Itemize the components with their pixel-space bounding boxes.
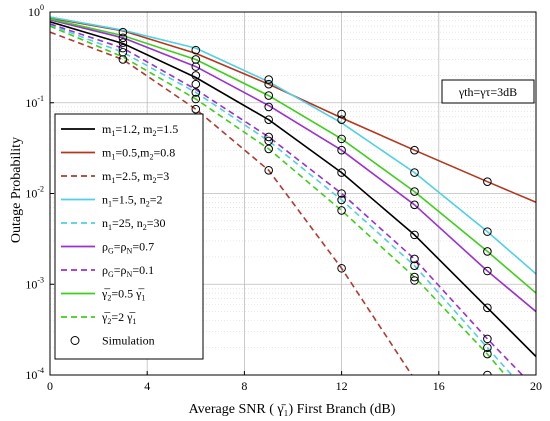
simulation-marker xyxy=(191,62,201,71)
simulation-marker xyxy=(410,272,419,282)
series-line xyxy=(50,16,536,275)
series-line xyxy=(50,25,507,375)
simulation-marker xyxy=(264,91,274,100)
series-layer xyxy=(50,16,536,375)
simulation-marker xyxy=(337,168,346,177)
series-line xyxy=(50,17,536,204)
simulation-marker xyxy=(118,43,128,53)
legend-box xyxy=(54,113,204,360)
simulation-marker xyxy=(337,115,346,125)
annotation-text: γth=γτ=3dB xyxy=(458,85,517,99)
simulation-marker xyxy=(264,79,274,89)
simulation-markers xyxy=(118,27,492,375)
series-line xyxy=(50,31,413,375)
simulation-marker xyxy=(483,334,492,344)
simulation-marker xyxy=(118,33,128,43)
simulation-marker xyxy=(410,276,419,285)
y-tick-label: 100 xyxy=(28,3,44,19)
simulation-marker xyxy=(337,189,346,198)
simulation-marker xyxy=(191,104,201,114)
simulation-marker xyxy=(483,177,492,186)
series-line xyxy=(50,18,536,294)
legend-label: m1=0.5,m2=0.8 xyxy=(102,146,175,162)
simulation-marker xyxy=(483,349,492,359)
y-axis-label: Outage Probability xyxy=(9,137,24,243)
x-tick-label: 12 xyxy=(336,379,348,393)
x-tick-label: 20 xyxy=(530,379,542,393)
series-line xyxy=(50,21,536,358)
legend-label: n1=1.5, n2=2 xyxy=(102,193,163,209)
legend-marker xyxy=(70,336,80,345)
simulation-marker xyxy=(264,115,274,125)
simulation-marker xyxy=(483,370,492,375)
simulation-marker xyxy=(483,266,492,276)
annotation-box: γth=γτ=3dB xyxy=(441,79,535,104)
simulation-marker xyxy=(483,247,492,256)
simulation-marker xyxy=(483,303,492,313)
simulation-marker xyxy=(118,27,128,37)
x-tick-label: 16 xyxy=(433,379,445,393)
x-tick-label: 8 xyxy=(241,379,247,393)
simulation-marker xyxy=(410,187,419,196)
simulation-marker xyxy=(483,343,492,352)
simulation-marker xyxy=(410,168,419,177)
legend: m1=1.2, m2=1.5 m1=0.5,m2=0.8 m1=2.5, m2=3 n… xyxy=(54,113,204,360)
simulation-marker xyxy=(264,75,274,84)
x-tick-label: 4 xyxy=(144,379,150,393)
y-tick-label: 10-4 xyxy=(25,366,44,382)
simulation-marker xyxy=(337,206,346,215)
simulation-marker xyxy=(337,145,346,155)
simulation-marker xyxy=(410,230,419,240)
simulation-marker xyxy=(118,55,128,64)
y-tick-label: 10-3 xyxy=(25,275,44,291)
simulation-marker xyxy=(410,200,419,210)
axis-ticks: 0 4 8 12 16 20 100 10-1 10-2 10-3 10-4 xyxy=(25,3,542,393)
legend-label: n1=25, n2=30 xyxy=(102,216,166,232)
simulation-marker xyxy=(191,94,201,104)
simulation-marker xyxy=(337,134,346,144)
legend-label: m1=1.2, m2=1.5 xyxy=(102,122,178,138)
simulation-marker xyxy=(337,109,346,119)
simulation-marker xyxy=(337,195,346,205)
simulation-marker xyxy=(118,38,128,47)
simulation-marker xyxy=(264,102,274,112)
simulation-marker xyxy=(483,227,492,236)
legend-label: ρG=ρN=0.1 xyxy=(102,263,154,279)
simulation-marker xyxy=(410,254,419,264)
x-axis-label: Average SNR ( γ̄₁) First Branch (dB) xyxy=(189,402,396,417)
x-tick-label: 0 xyxy=(47,379,53,393)
series-line xyxy=(50,19,536,313)
legend-label: γ̅2=2 γ̅1 xyxy=(101,310,136,326)
legend-label: Simulation xyxy=(102,334,155,348)
simulation-marker xyxy=(410,145,419,155)
y-tick-label: 10-1 xyxy=(25,94,44,110)
simulation-marker xyxy=(410,261,419,271)
simulation-marker xyxy=(191,79,201,89)
legend-label: ρG=ρN=0.7 xyxy=(102,240,154,256)
legend-label: γ̅2=0.5 γ̅1 xyxy=(101,287,145,303)
simulation-marker xyxy=(264,132,274,142)
simulation-marker xyxy=(191,45,201,55)
simulation-marker xyxy=(191,88,201,97)
series-line xyxy=(50,23,524,375)
legend-label: m1=2.5, m2=3 xyxy=(102,169,169,185)
simulation-marker xyxy=(337,263,346,273)
y-tick-label: 10-2 xyxy=(25,185,44,201)
simulation-marker xyxy=(264,166,274,175)
series-line xyxy=(50,24,513,375)
simulation-marker xyxy=(264,144,274,154)
simulation-marker xyxy=(191,71,201,80)
